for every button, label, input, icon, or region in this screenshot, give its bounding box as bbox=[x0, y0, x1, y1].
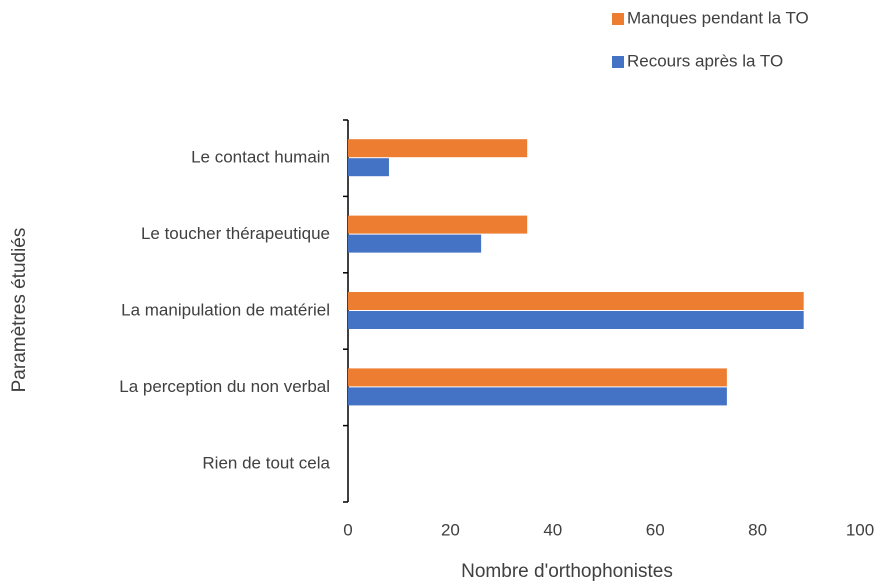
x-tick-label: 100 bbox=[846, 520, 874, 539]
y-tick-label: Le contact humain bbox=[191, 148, 330, 167]
legend-label: Recours après la TO bbox=[627, 51, 783, 70]
bar bbox=[348, 368, 727, 387]
x-tick-label: 80 bbox=[748, 520, 767, 539]
y-tick-label: La perception du non verbal bbox=[119, 377, 330, 396]
bar bbox=[348, 387, 727, 406]
bar bbox=[348, 215, 528, 234]
bar bbox=[348, 139, 528, 158]
x-tick-label: 20 bbox=[441, 520, 460, 539]
y-tick-label: La manipulation de matériel bbox=[121, 300, 330, 319]
bar bbox=[348, 292, 804, 310]
y-tick-label: Le toucher thérapeutique bbox=[141, 224, 330, 243]
x-axis-label: Nombre d'orthophonistes bbox=[461, 561, 673, 582]
y-tick-label: Rien de tout cela bbox=[202, 453, 330, 472]
legend-swatch bbox=[612, 56, 624, 68]
bar bbox=[348, 234, 482, 253]
y-axis-label: Paramètres étudiés bbox=[9, 228, 30, 393]
x-tick-label: 60 bbox=[646, 520, 665, 539]
bar bbox=[348, 158, 389, 177]
legend-swatch bbox=[612, 13, 624, 25]
bar bbox=[348, 311, 804, 329]
legend-label: Manques pendant la TO bbox=[627, 8, 809, 27]
x-tick-label: 40 bbox=[543, 520, 562, 539]
x-tick-label: 0 bbox=[343, 520, 352, 539]
